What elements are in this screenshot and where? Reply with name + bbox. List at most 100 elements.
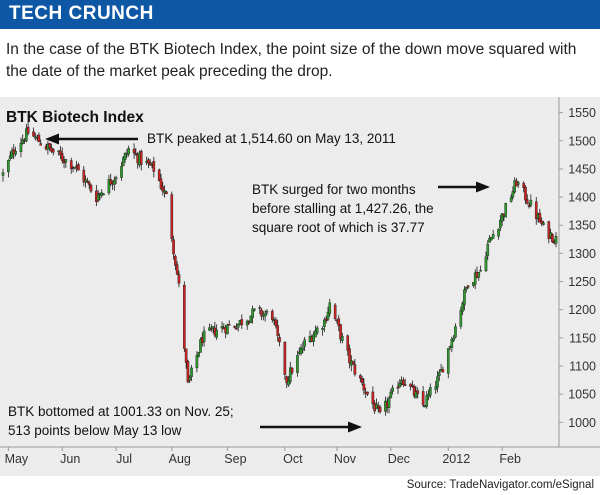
candle <box>161 182 165 196</box>
candle <box>25 124 28 143</box>
source-note: Source: TradeNavigator.com/eSignal <box>406 479 594 491</box>
candle <box>51 147 55 156</box>
candle <box>32 127 35 137</box>
y-tick-label: 1100 <box>569 359 596 373</box>
candle <box>398 378 402 388</box>
candle <box>416 387 420 399</box>
candle <box>186 359 190 384</box>
candle <box>258 305 262 315</box>
candle <box>175 261 179 276</box>
candle <box>132 143 136 159</box>
candle <box>366 391 369 397</box>
candle <box>199 337 202 353</box>
candle <box>328 298 332 317</box>
candle <box>409 383 412 391</box>
candle <box>527 202 531 209</box>
x-tick-label: Feb <box>499 452 521 466</box>
candle <box>436 371 439 393</box>
candle <box>450 336 454 353</box>
candle <box>378 404 382 414</box>
candle <box>497 228 500 240</box>
candle <box>87 180 91 189</box>
candle <box>240 314 244 330</box>
candle <box>77 162 80 171</box>
candle <box>283 341 287 380</box>
candle <box>1 168 5 182</box>
candle <box>165 190 168 195</box>
candle <box>337 314 341 332</box>
candle <box>463 285 466 311</box>
candle <box>411 380 414 388</box>
candle <box>14 146 17 157</box>
candle <box>515 177 518 187</box>
candle <box>396 381 400 395</box>
candle <box>538 208 542 223</box>
y-tick-label: 1150 <box>569 331 596 345</box>
candle <box>170 191 174 242</box>
y-tick-label: 1200 <box>568 303 596 317</box>
candle <box>202 326 206 347</box>
candle <box>147 157 150 169</box>
x-tick-label: Nov <box>334 452 357 466</box>
candle <box>96 189 100 203</box>
candle <box>516 181 520 188</box>
candle <box>477 272 481 281</box>
candle <box>500 212 504 226</box>
candle <box>473 269 477 289</box>
header-banner: TECH CRUNCH <box>0 0 600 29</box>
candle <box>59 146 62 160</box>
candle <box>183 281 186 352</box>
candle <box>312 331 315 347</box>
candlestick-series <box>1 121 558 416</box>
annotation-text: square root of which is 37.77 <box>252 220 425 235</box>
candle <box>220 321 224 333</box>
candle <box>333 302 337 321</box>
candle <box>120 161 123 181</box>
candle <box>425 391 429 409</box>
candle <box>511 186 515 200</box>
candle <box>60 147 64 164</box>
candle <box>177 270 181 288</box>
candle <box>326 306 330 322</box>
annotation-text: BTK surged for two months <box>252 182 416 197</box>
candle <box>163 185 166 198</box>
candle <box>301 341 305 354</box>
y-tick-label: 1350 <box>568 219 596 233</box>
candle <box>121 155 125 167</box>
candle <box>73 167 77 170</box>
candle <box>414 386 418 399</box>
candle <box>403 378 407 386</box>
candle <box>86 177 89 184</box>
candle <box>437 369 441 382</box>
y-tick-label: 1300 <box>568 247 596 261</box>
banner-title: TECH CRUNCH <box>9 3 154 24</box>
candle <box>491 229 495 239</box>
candle <box>190 364 193 382</box>
candle <box>387 396 391 414</box>
candle <box>19 137 23 158</box>
candle <box>346 334 350 356</box>
price-chart: 1000 1050 1100 1150 1200 1250 1300 1350 1400 1450… <box>0 97 600 466</box>
x-tick-label: Oct <box>283 452 303 466</box>
candle <box>39 139 43 146</box>
candle <box>542 220 545 226</box>
candle <box>100 189 104 198</box>
chart-title: BTK Biotech Index <box>6 109 144 126</box>
candle <box>321 326 324 336</box>
subtitle: In the case of the BTK Biotech Index, th… <box>6 41 577 80</box>
y-tick-label: 1000 <box>568 416 596 430</box>
candle <box>82 166 86 187</box>
candle <box>127 145 130 157</box>
candle <box>288 361 292 385</box>
chart-panel <box>0 97 600 476</box>
candle <box>504 202 508 218</box>
annotation-arrow <box>45 133 138 145</box>
candle <box>172 235 175 260</box>
candle <box>157 168 161 182</box>
candle <box>245 319 249 330</box>
x-tick-label: Sep <box>224 452 246 466</box>
candle <box>529 194 533 208</box>
x-tick-label: Jul <box>116 452 132 466</box>
x-tick-label: Aug <box>169 452 191 466</box>
candle <box>208 323 211 332</box>
